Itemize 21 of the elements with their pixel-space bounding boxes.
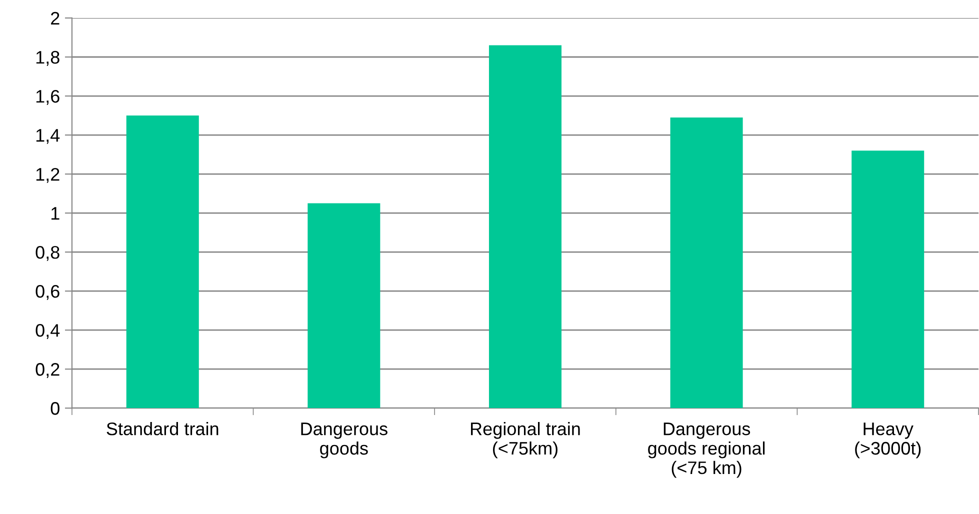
y-tick-label: 1 [51, 207, 60, 220]
x-tick-label: Dangerous goods [301, 422, 388, 458]
y-tick-label: 0,8 [36, 246, 60, 261]
y-tick-label: 0,4 [36, 324, 60, 339]
y-tick-label: 0,2 [36, 363, 60, 378]
x-tick-label: Dangerous goods regional (<75 km) [648, 422, 765, 478]
x-tick-label: Regional train (<75km) [471, 422, 580, 458]
y-tick-label: 1,2 [36, 168, 60, 183]
y-tick-label: 2 [51, 12, 60, 25]
bar [852, 150, 924, 408]
y-tick-label: 0 [50, 402, 60, 415]
x-tick-label: Standard train [106, 422, 218, 436]
bar [126, 116, 199, 408]
bar [670, 117, 743, 408]
bar [308, 203, 380, 408]
y-tick-label: 1,4 [36, 129, 60, 144]
x-tick-label: Heavy (>3000t) [855, 422, 921, 458]
bar [488, 45, 562, 408]
y-tick-label: 0,6 [36, 285, 60, 300]
y-tick-label: 1,6 [36, 90, 60, 105]
y-tick-label: 1,8 [36, 50, 60, 66]
